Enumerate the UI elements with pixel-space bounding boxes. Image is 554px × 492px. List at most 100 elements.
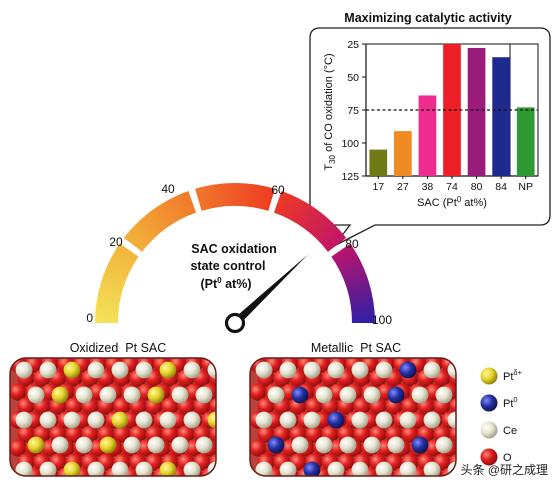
pt-atom <box>27 436 45 454</box>
pt-atom <box>267 436 285 454</box>
y-tick-label: 125 <box>341 171 359 183</box>
ce-atom <box>75 436 93 454</box>
ce-atom <box>375 411 393 429</box>
gauge-segment <box>123 190 197 252</box>
ce-atom <box>39 461 57 476</box>
o-atom <box>257 425 275 443</box>
ce-atom <box>339 386 357 404</box>
gauge-segment <box>273 190 347 252</box>
ce-atom <box>351 361 369 379</box>
ce-atom <box>279 411 297 429</box>
ce-atom <box>423 361 441 379</box>
ce-atom <box>411 386 429 404</box>
o-atom <box>209 397 216 415</box>
gauge-segment <box>331 243 375 323</box>
gauge-tick-label: 20 <box>109 235 123 249</box>
right-panel-label: Metallic Pt SAC <box>311 341 401 355</box>
ce-atom <box>327 361 345 379</box>
ce-atom <box>159 411 177 429</box>
legend-swatch <box>480 394 498 412</box>
x-tick-label: 17 <box>372 181 384 193</box>
gauge-tick-label: 0 <box>86 311 93 325</box>
ce-atom <box>435 436 453 454</box>
o-atom <box>401 425 419 443</box>
o-atom <box>10 383 27 401</box>
y-tick-label: 75 <box>347 105 359 117</box>
bar-38 <box>418 95 437 176</box>
gauge-segment <box>195 182 275 211</box>
o-atom <box>449 425 456 443</box>
ce-atom <box>387 436 405 454</box>
y-tick-label: 25 <box>347 39 359 51</box>
o-atom <box>113 397 131 415</box>
ce-atom <box>135 461 153 476</box>
pt-atom <box>291 386 309 404</box>
ce-atom <box>135 411 153 429</box>
ce-atom <box>423 411 441 429</box>
ce-atom <box>111 461 129 476</box>
ce-atom <box>207 361 216 379</box>
inset-title: Maximizing catalytic activity <box>344 11 511 25</box>
o-atom <box>401 397 419 415</box>
pt-atom <box>159 361 177 379</box>
ce-atom <box>447 361 456 379</box>
o-atom <box>17 397 35 415</box>
gauge-segment <box>95 243 139 323</box>
o-atom <box>305 425 323 443</box>
bar-NP <box>516 107 535 176</box>
gauge-tick-label: 80 <box>345 237 359 251</box>
gauge-text-line2: state control <box>190 259 265 273</box>
ce-atom <box>303 361 321 379</box>
gauge-text-line3: (Pt0 at%) <box>201 276 252 291</box>
x-tick-label: 80 <box>471 181 483 193</box>
left-panel-label: Oxidized Pt SAC <box>70 341 167 355</box>
o-atom <box>161 397 179 415</box>
o-atom <box>65 397 83 415</box>
legend-label: Ptδ+ <box>503 368 523 383</box>
legend-label: Pt0 <box>503 395 518 410</box>
x-tick-label: 74 <box>446 181 458 193</box>
ce-atom <box>87 461 105 476</box>
o-atom <box>113 425 131 443</box>
ce-atom <box>255 361 273 379</box>
ce-atom <box>183 361 201 379</box>
gauge-text-line1: SAC oxidation <box>191 242 276 256</box>
o-atom <box>353 397 371 415</box>
oxidized-lattice-panel <box>9 357 237 477</box>
legend-swatch <box>480 421 498 439</box>
ce-atom <box>363 386 381 404</box>
ce-atom <box>375 461 393 476</box>
ce-atom <box>183 461 201 476</box>
ce-atom <box>135 361 153 379</box>
ce-atom <box>123 386 141 404</box>
ce-atom <box>399 411 417 429</box>
ce-atom <box>220 387 237 404</box>
legend-label: Ce <box>503 425 517 437</box>
ce-atom <box>171 436 189 454</box>
ce-atom <box>99 386 117 404</box>
ce-atom <box>75 386 93 404</box>
gauge-center-text: SAC oxidation state control (Pt0 at%) <box>190 242 276 291</box>
pt-atom <box>111 411 129 429</box>
y-tick-label: 100 <box>341 138 359 150</box>
pt-atom <box>63 461 81 476</box>
o-atom <box>449 397 456 415</box>
ce-atom <box>447 411 456 429</box>
o-atom <box>209 425 216 443</box>
watermark: 头条 @研之成理 <box>460 463 548 477</box>
ce-atom <box>460 387 477 404</box>
legend-swatch <box>480 367 498 385</box>
bar-74 <box>443 44 461 176</box>
ce-atom <box>63 411 81 429</box>
ce-atom <box>183 411 201 429</box>
gauge-tick-label: 60 <box>271 183 285 197</box>
atom-legend: Ptδ+ Pt0 Ce O <box>480 367 523 466</box>
ce-atom <box>315 386 333 404</box>
ce-atom <box>303 411 321 429</box>
pt-atom <box>159 461 177 476</box>
ce-atom <box>279 361 297 379</box>
ce-atom <box>267 386 285 404</box>
o-atom <box>305 397 323 415</box>
ce-atom <box>279 461 297 476</box>
